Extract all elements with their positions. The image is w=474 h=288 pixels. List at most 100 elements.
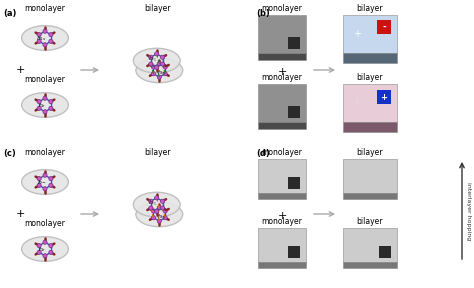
Circle shape [49,244,53,248]
Text: monolayer: monolayer [262,217,302,226]
Circle shape [149,55,153,59]
Circle shape [49,106,53,111]
Bar [288,177,300,189]
Circle shape [161,206,164,210]
Circle shape [161,62,164,66]
Circle shape [43,173,47,177]
Text: bilayer: bilayer [357,73,383,82]
Text: +: + [277,211,287,221]
Bar [343,193,397,199]
Text: interlayer hopping: interlayer hopping [466,182,472,240]
Circle shape [37,106,41,111]
Circle shape [49,100,53,104]
Circle shape [43,43,47,47]
Ellipse shape [22,170,68,194]
Text: +: + [277,67,287,77]
Ellipse shape [133,192,180,217]
Bar [343,84,397,122]
Circle shape [161,55,164,59]
Bar [343,53,397,63]
Text: $h_z$: $h_z$ [37,101,46,110]
Text: (d): (d) [256,149,270,158]
Text: $h_{t_2}$: $h_{t_2}$ [157,68,166,78]
Circle shape [149,199,153,203]
Circle shape [161,199,164,203]
Circle shape [157,206,161,210]
Bar [343,159,397,193]
Circle shape [37,250,41,255]
Bar [343,122,397,132]
Text: $h_{t_1}$: $h_{t_1}$ [148,54,157,64]
Text: $h_z$: $h_z$ [37,245,46,254]
Circle shape [49,183,53,187]
Bar [343,228,397,262]
Bar [258,228,306,262]
Circle shape [43,187,47,191]
Circle shape [157,219,161,223]
Bar [258,262,306,268]
Ellipse shape [22,26,68,50]
Bar [343,15,397,53]
Bar [343,262,397,268]
Bar [258,122,306,129]
Circle shape [43,110,47,114]
Circle shape [151,216,155,220]
Circle shape [37,100,41,104]
Circle shape [43,29,47,33]
Text: (b): (b) [256,9,270,18]
Bar [377,20,391,34]
Circle shape [157,62,161,66]
Ellipse shape [133,48,180,73]
Text: monolayer: monolayer [25,219,65,228]
Text: $h_-$: $h_-$ [36,179,47,186]
Ellipse shape [22,237,68,261]
Text: (a): (a) [3,9,17,18]
Text: monolayer: monolayer [25,148,65,157]
Ellipse shape [22,93,68,117]
Circle shape [43,240,47,244]
Text: +: + [353,29,361,39]
Circle shape [49,33,53,37]
Circle shape [43,254,47,258]
Ellipse shape [136,202,182,227]
Circle shape [151,65,155,69]
Bar [288,106,300,118]
Text: $h_{1s}$: $h_{1s}$ [36,34,47,43]
Text: +: + [15,209,25,219]
Circle shape [49,177,53,181]
Bar [258,53,306,60]
Text: +: + [15,65,25,75]
Circle shape [163,216,167,220]
Bar [258,159,306,193]
Text: monolayer: monolayer [262,73,302,82]
Text: $h_{t_2}$: $h_{t_2}$ [157,212,166,222]
Bar [258,15,306,53]
Text: monolayer: monolayer [262,148,302,157]
Bar [379,246,391,258]
Circle shape [155,209,159,213]
Text: monolayer: monolayer [262,4,302,13]
Text: monolayer: monolayer [25,4,65,13]
Circle shape [157,75,161,79]
Circle shape [49,39,53,43]
Circle shape [155,52,159,56]
Circle shape [37,183,41,187]
Circle shape [49,250,53,255]
Text: -: - [382,22,386,31]
Text: monolayer: monolayer [25,75,65,84]
Bar [288,246,300,258]
Circle shape [163,209,167,213]
Text: bilayer: bilayer [145,4,171,13]
Text: +: + [354,98,360,107]
Bar [377,90,391,104]
Circle shape [37,244,41,248]
Circle shape [163,65,167,69]
Bar [288,37,300,49]
Text: bilayer: bilayer [357,148,383,157]
Circle shape [155,65,159,69]
Ellipse shape [136,58,182,83]
Text: bilayer: bilayer [357,217,383,226]
Circle shape [155,196,159,200]
Circle shape [43,96,47,100]
Circle shape [37,39,41,43]
